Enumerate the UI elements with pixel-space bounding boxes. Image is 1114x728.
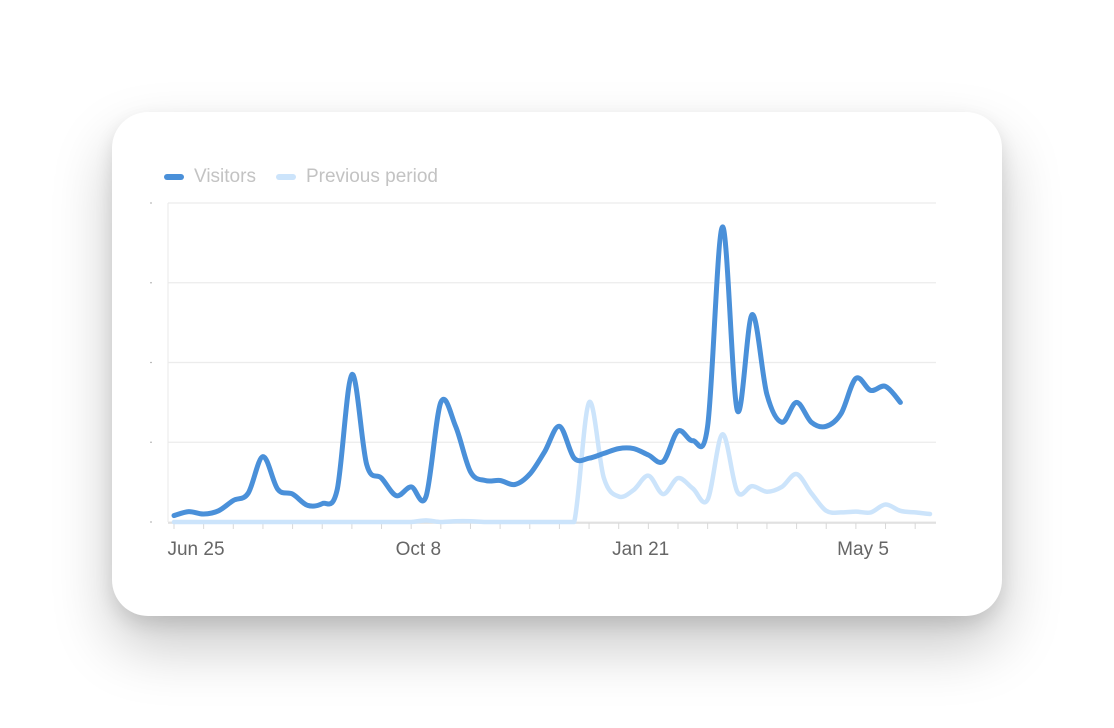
previous-period-swatch	[275, 174, 296, 180]
legend-label-previous-period: Previous period	[305, 166, 438, 187]
series-line-visitors	[171, 224, 903, 519]
legend-label-visitors: Visitors	[194, 166, 256, 187]
legend-item-previous-period[interactable]: Previous period	[275, 166, 438, 188]
x-tick-label: Oct 8	[396, 539, 441, 560]
series-line-previous-period	[171, 400, 933, 525]
visitors-swatch	[164, 174, 184, 180]
legend: Visitors Previous period	[164, 166, 458, 188]
x-tick-label: Jun 25	[167, 539, 224, 560]
x-tick-label: Jan 21	[612, 539, 669, 560]
x-tick-label: May 5	[837, 539, 889, 560]
legend-item-visitors[interactable]: Visitors	[164, 166, 256, 188]
chart-card: Visitors Previous period	[112, 112, 1002, 616]
